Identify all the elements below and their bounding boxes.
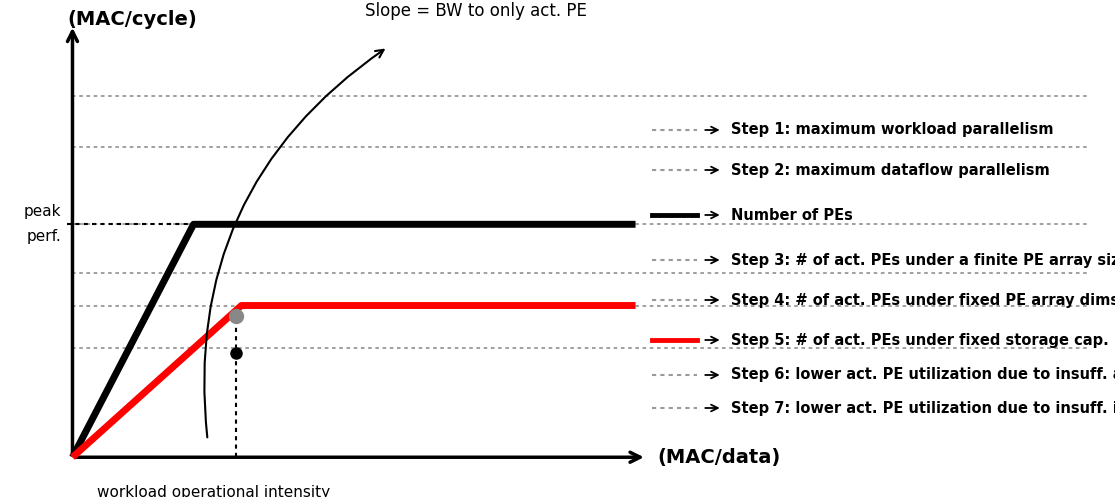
Text: Slope = BW to only act. PE: Slope = BW to only act. PE bbox=[366, 2, 588, 20]
Text: peak: peak bbox=[23, 204, 61, 219]
Text: Number of PEs: Number of PEs bbox=[731, 208, 853, 223]
Text: Step 1: maximum workload parallelism: Step 1: maximum workload parallelism bbox=[731, 122, 1054, 138]
Text: workload operational intensity: workload operational intensity bbox=[97, 485, 330, 497]
Text: (MAC/cycle): (MAC/cycle) bbox=[67, 10, 196, 29]
Text: Step 5: # of act. PEs under fixed storage cap.: Step 5: # of act. PEs under fixed storag… bbox=[731, 332, 1109, 347]
Text: Step 2: maximum dataflow parallelism: Step 2: maximum dataflow parallelism bbox=[731, 163, 1050, 177]
Text: perf.: perf. bbox=[27, 229, 61, 244]
Text: Step 4: # of act. PEs under fixed PE array dims.: Step 4: # of act. PEs under fixed PE arr… bbox=[731, 293, 1115, 308]
Text: Step 6: lower act. PE utilization due to insuff. avg. BW: Step 6: lower act. PE utilization due to… bbox=[731, 367, 1115, 383]
Text: Step 7: lower act. PE utilization due to insuff. inst. BW: Step 7: lower act. PE utilization due to… bbox=[731, 401, 1115, 415]
Text: (MAC/data): (MAC/data) bbox=[658, 448, 782, 467]
Text: Step 3: # of act. PEs under a finite PE array size: Step 3: # of act. PEs under a finite PE … bbox=[731, 252, 1115, 267]
